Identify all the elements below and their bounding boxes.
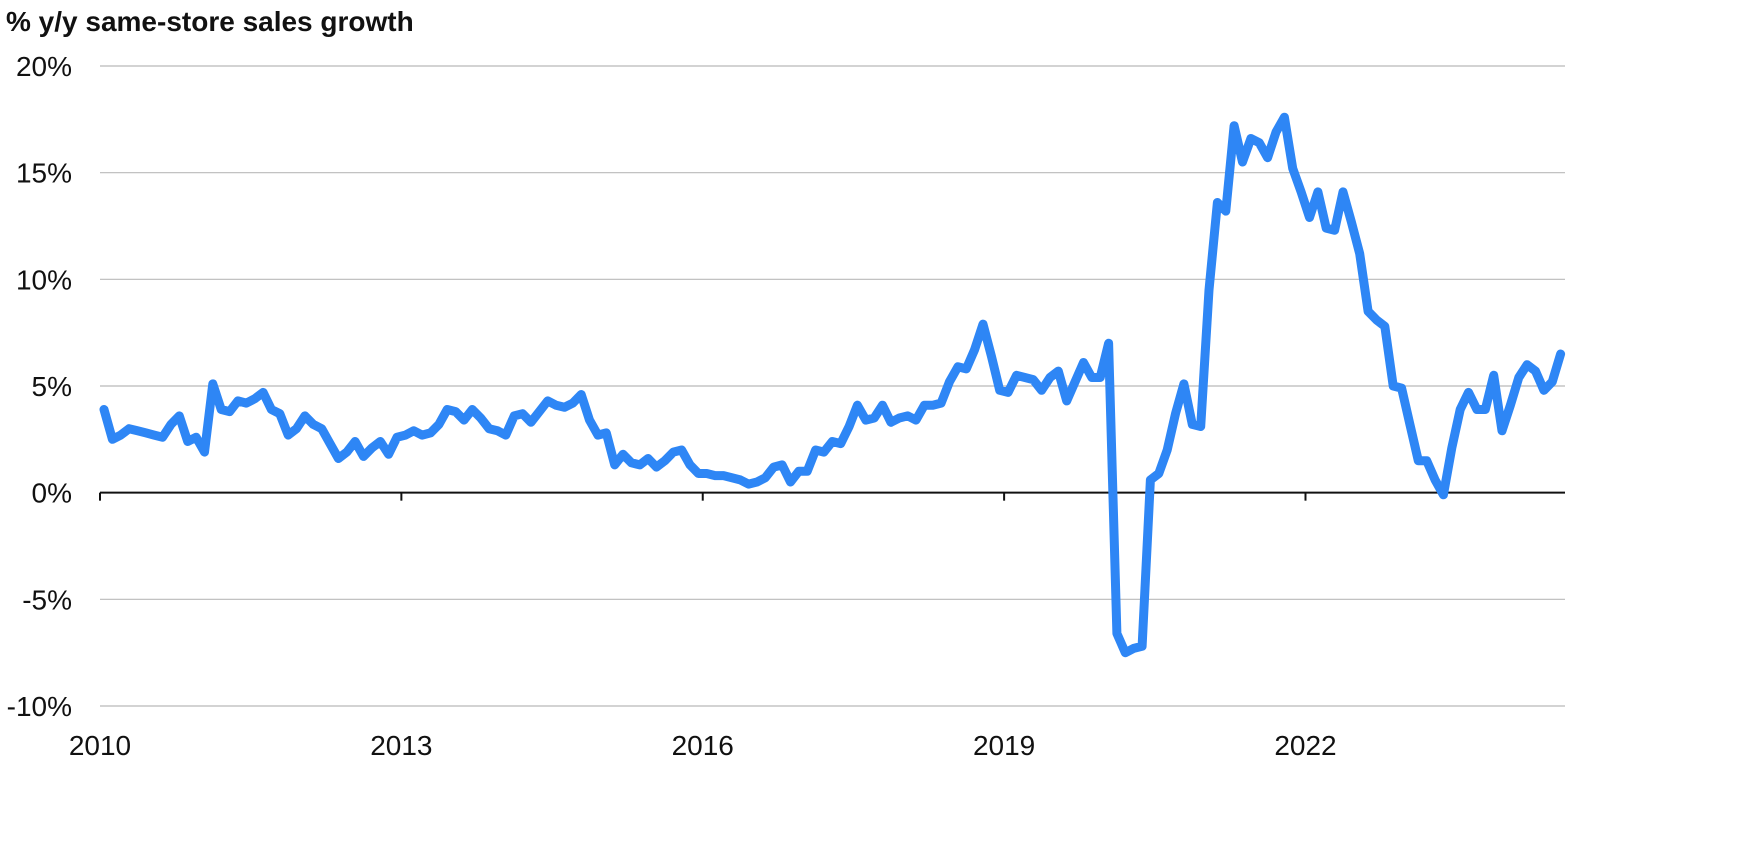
x-tick-label: 2022 [1274, 730, 1336, 761]
chart-title: % y/y same-store sales growth [6, 6, 414, 37]
y-tick-label: 5% [32, 371, 72, 402]
y-tick-label: 15% [16, 158, 72, 189]
x-tick-label: 2016 [672, 730, 734, 761]
x-tick-label: 2013 [370, 730, 432, 761]
y-tick-label: -10% [7, 691, 72, 722]
axes [99, 491, 1565, 501]
x-axis-tick-labels: 2010 2013 2016 2019 2022 [69, 730, 1337, 761]
x-tick-label: 2010 [69, 730, 131, 761]
gridlines [100, 65, 1565, 707]
y-axis-tick-labels: 20% 15% 10% 5% 0% -5% -10% [7, 51, 72, 722]
y-tick-label: 20% [16, 51, 72, 82]
y-tick-label: 0% [32, 478, 72, 509]
series-line [99, 112, 1566, 658]
y-tick-label: 10% [16, 264, 72, 295]
y-tick-label: -5% [22, 584, 72, 615]
x-tick-label: 2019 [973, 730, 1035, 761]
series-layer [99, 112, 1566, 658]
